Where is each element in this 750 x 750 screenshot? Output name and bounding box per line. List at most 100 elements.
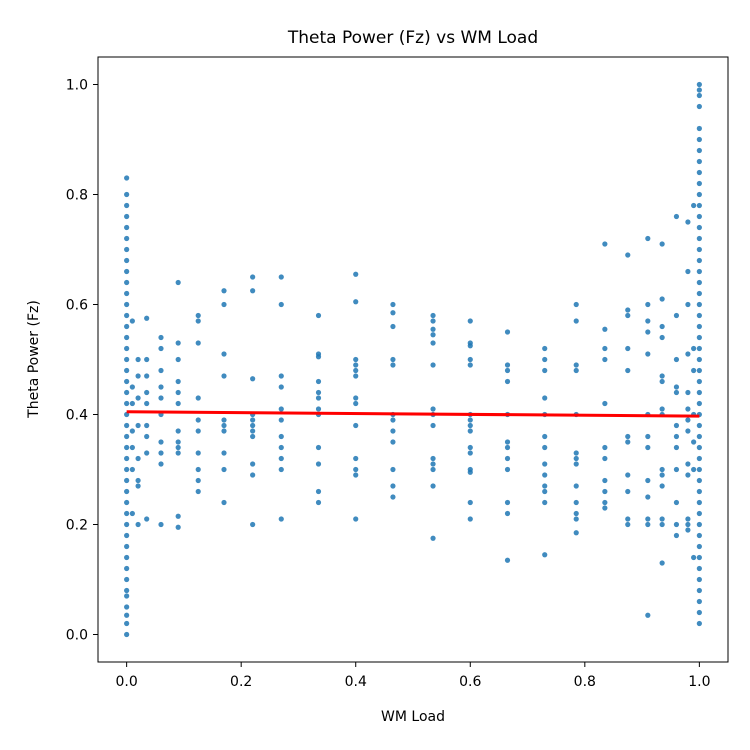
data-point xyxy=(144,400,150,407)
data-point xyxy=(124,367,130,374)
data-point xyxy=(221,450,227,456)
data-point xyxy=(430,535,436,541)
data-point xyxy=(278,406,284,412)
data-point xyxy=(135,356,141,363)
data-point xyxy=(602,356,608,363)
data-point xyxy=(625,521,631,528)
data-point xyxy=(124,213,130,220)
data-point xyxy=(124,554,130,561)
data-point xyxy=(696,587,702,594)
data-point xyxy=(353,271,359,277)
data-point xyxy=(124,389,130,396)
data-point xyxy=(673,433,680,440)
data-point xyxy=(696,191,702,198)
data-point xyxy=(124,323,130,330)
data-point xyxy=(390,439,396,445)
data-point xyxy=(696,378,702,385)
data-point xyxy=(504,439,511,445)
data-point xyxy=(315,389,322,396)
data-point xyxy=(685,472,691,478)
data-point xyxy=(353,373,359,379)
data-point xyxy=(685,351,691,357)
data-point xyxy=(175,378,181,385)
trend-layer xyxy=(126,410,700,418)
data-point xyxy=(645,433,651,440)
data-point xyxy=(124,301,130,308)
data-point xyxy=(124,466,130,473)
data-point xyxy=(504,367,511,374)
data-point xyxy=(353,356,359,363)
x-tick-label: 0.8 xyxy=(574,674,596,690)
data-point xyxy=(625,252,631,258)
data-point xyxy=(696,477,702,484)
data-point xyxy=(659,483,665,489)
data-point xyxy=(573,455,579,462)
data-point xyxy=(124,422,130,429)
data-point xyxy=(696,169,702,176)
data-point xyxy=(175,444,181,451)
data-point xyxy=(175,400,181,407)
data-point xyxy=(673,389,680,396)
data-point xyxy=(430,422,436,429)
data-point xyxy=(315,354,322,360)
data-point xyxy=(685,521,691,528)
data-point xyxy=(158,450,164,456)
data-point xyxy=(250,433,256,440)
data-point xyxy=(696,224,702,231)
data-point xyxy=(315,461,322,467)
data-point xyxy=(696,488,702,495)
data-point xyxy=(685,417,691,423)
data-point xyxy=(124,378,130,385)
data-point xyxy=(696,147,702,154)
data-point xyxy=(124,543,130,550)
data-point xyxy=(691,345,697,352)
data-point xyxy=(124,400,130,407)
data-point xyxy=(542,395,548,401)
data-point xyxy=(602,444,608,451)
data-point xyxy=(195,488,201,495)
data-point xyxy=(625,516,631,522)
data-point xyxy=(158,345,164,352)
data-point xyxy=(278,384,284,390)
data-point xyxy=(602,505,608,511)
data-point xyxy=(696,422,702,429)
data-point xyxy=(250,472,256,478)
data-point xyxy=(390,323,396,330)
data-point xyxy=(353,466,359,473)
data-point xyxy=(504,444,511,451)
data-point xyxy=(691,439,697,445)
data-point xyxy=(696,235,702,242)
data-point xyxy=(158,461,164,467)
data-point xyxy=(129,384,135,390)
data-point xyxy=(696,323,702,330)
data-point xyxy=(685,428,691,434)
data-point xyxy=(467,318,473,324)
data-point xyxy=(467,450,473,456)
data-point xyxy=(696,213,702,220)
data-point xyxy=(573,483,579,489)
data-point xyxy=(430,318,436,324)
data-point xyxy=(195,428,201,434)
data-point xyxy=(696,576,702,583)
data-point xyxy=(315,488,322,495)
data-point xyxy=(504,378,511,385)
data-point xyxy=(573,362,579,368)
data-point xyxy=(390,301,396,308)
data-point xyxy=(124,565,130,572)
data-point xyxy=(221,499,227,506)
data-point xyxy=(124,593,130,599)
data-point xyxy=(542,461,548,467)
data-point xyxy=(315,444,322,451)
data-point xyxy=(542,367,548,374)
data-point xyxy=(625,312,631,319)
data-point xyxy=(278,455,284,462)
data-point xyxy=(124,224,130,231)
data-point xyxy=(696,554,702,561)
data-point xyxy=(625,345,631,352)
data-point xyxy=(144,422,150,429)
data-point xyxy=(430,312,436,319)
data-point xyxy=(353,516,359,522)
data-point xyxy=(685,516,691,522)
data-point xyxy=(175,279,181,286)
data-point xyxy=(124,488,130,495)
